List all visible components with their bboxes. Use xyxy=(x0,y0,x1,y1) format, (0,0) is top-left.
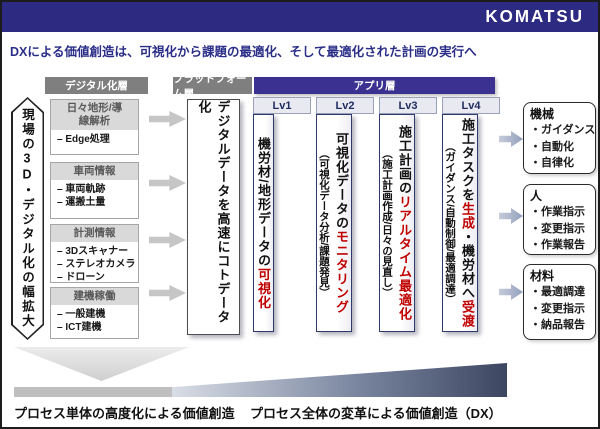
level-column-lv4: Lv4 施工タスクを生成・機労材へ受渡 （ガイダンス/自動制御/最適調達） xyxy=(442,97,500,332)
level-column-lv2: Lv2 可視化データのモニタリング （可視化データ分析/課題発見） xyxy=(316,97,374,332)
output-box-items: ・作業指示・変更指示・作業報告 xyxy=(530,204,591,254)
footer-label-left: プロセス単体の高度化による価値創造 xyxy=(14,406,235,421)
funnel-arrow-icon xyxy=(14,347,189,381)
process-bar-left xyxy=(14,387,172,397)
output-box-title: 機械 xyxy=(530,107,555,121)
source-box-measurement: 計測情報 – 3Dスキャナー – ステレオカメラ – ドローン xyxy=(50,224,139,283)
source-box-vehicle: 車両情報 – 車両軌跡 – 運搬土量 xyxy=(50,162,139,219)
right-arrow-icon xyxy=(499,131,523,147)
list-item: – 車両軌跡 xyxy=(57,183,106,195)
source-box-header: 建機稼働 xyxy=(73,290,116,302)
level-main-text: 施工タスクを生成・機労材へ受渡 xyxy=(460,118,475,328)
dx-value-ramp xyxy=(172,363,507,397)
list-item: ・自動化 xyxy=(530,140,574,153)
source-box-items: – 一般建機 – ICT建機 xyxy=(51,305,138,336)
source-box-items: – Edge処理 xyxy=(51,130,138,148)
list-item: ・変更指示 xyxy=(530,222,585,235)
list-item: – ドローン xyxy=(57,271,105,283)
site-3d-banner-label: 現場の3D・デジタル化の幅拡大 xyxy=(20,108,34,329)
level-sub-text: （ガイダンス/自動制御/最適調達） xyxy=(444,141,456,305)
level-main-text: 可視化データのモニタリング xyxy=(334,132,349,314)
list-item: ・変更指示 xyxy=(530,302,585,315)
level-sub-text: （施工計画作成/日々の見直し） xyxy=(381,148,393,298)
layer-header-platform: プラットフォーム層 xyxy=(173,73,252,100)
level-header: Lv1 xyxy=(253,97,311,114)
list-item: – 3Dスキャナー xyxy=(57,245,129,257)
source-box-machine-operation: 建機稼働 – 一般建機 – ICT建機 xyxy=(50,287,139,339)
site-3d-banner: 現場の3D・デジタル化の幅拡大 xyxy=(11,97,44,340)
footer-label-right: プロセス全体の変革による価値創造（DX） xyxy=(250,406,502,421)
output-box-machine: 機械 ・ガイダンス ・自動化・自律化 xyxy=(523,102,596,174)
list-item: ・納品報告 xyxy=(530,319,585,331)
layer-header-digital: デジタル化層 xyxy=(45,77,148,94)
list-item: – 一般建機 xyxy=(57,308,106,320)
list-item: ・作業指示 xyxy=(530,206,585,218)
komatsu-logo: KOMATSU xyxy=(485,6,584,27)
level-column-lv1: Lv1 機労材/地形データの可視化 xyxy=(253,97,311,332)
layer-header-app: アプリ層 xyxy=(254,77,495,94)
source-box-header: 車両情報 xyxy=(73,165,116,177)
list-item: ・作業報告 xyxy=(530,239,585,251)
output-box-material: 材料 ・最適調達・変更指示・納品報告 xyxy=(523,264,596,340)
output-box-title: 材料 xyxy=(530,269,555,283)
list-item: – ICT建機 xyxy=(57,321,102,333)
source-box-items: – 車両軌跡 – 運搬土量 xyxy=(51,180,138,211)
right-arrow-icon xyxy=(149,232,186,248)
right-arrow-icon xyxy=(149,285,186,301)
level-header: Lv4 xyxy=(442,97,500,114)
level-main-text: 機労材/地形データの可視化 xyxy=(256,136,271,310)
platform-data-box: デジタルデータを高速にコトデータ化 xyxy=(187,99,240,335)
output-box-items: ・最適調達・変更指示・納品報告 xyxy=(530,284,591,334)
source-box-header: 日々地形/導線解析 xyxy=(66,102,123,127)
platform-data-label: デジタルデータを高速にコトデータ化 xyxy=(196,100,231,324)
list-item: ・ガイダンス xyxy=(530,124,596,136)
level-main-text: 施工計画のリアルタイム最適化 xyxy=(397,125,412,321)
list-item: ・自律化 xyxy=(530,157,574,169)
source-box-terrain: 日々地形/導線解析 – Edge処理 xyxy=(50,99,139,155)
level-sub-text: （可視化データ分析/課題発見） xyxy=(318,148,330,298)
list-item: – ステレオカメラ xyxy=(57,258,136,270)
output-box-items: ・ガイダンス ・自動化・自律化 xyxy=(530,122,596,172)
source-box-items: – 3Dスキャナー – ステレオカメラ – ドローン xyxy=(51,242,138,286)
right-arrow-icon xyxy=(149,111,186,127)
output-box-people: 人 ・作業指示・変更指示・作業報告 xyxy=(523,184,596,255)
level-column-lv3: Lv3 施工計画のリアルタイム最適化 （施工計画作成/日々の見直し） xyxy=(379,97,437,332)
right-arrow-icon xyxy=(149,175,186,191)
list-item: ・最適調達 xyxy=(530,286,585,298)
level-header: Lv2 xyxy=(316,97,374,114)
brand-band: KOMATSU xyxy=(2,2,598,32)
list-item: – 運搬土量 xyxy=(57,196,106,208)
list-item: – Edge処理 xyxy=(57,134,110,145)
right-arrow-icon xyxy=(499,284,523,300)
right-arrow-icon xyxy=(499,208,523,224)
level-header: Lv3 xyxy=(379,97,437,114)
source-box-header: 計測情報 xyxy=(73,227,116,239)
output-box-title: 人 xyxy=(530,189,543,203)
slide-title: DXによる価値創造は、可視化から課題の最適化、そして最適化された計画の実行へ xyxy=(10,45,477,59)
